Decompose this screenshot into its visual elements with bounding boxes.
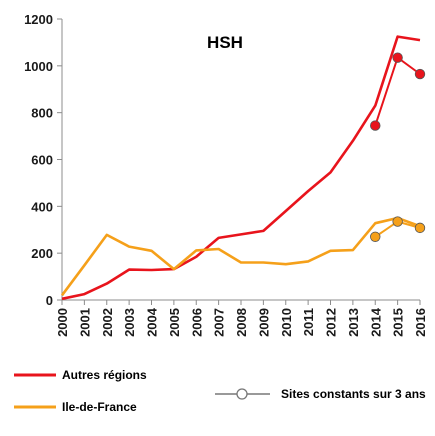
legend-label-ile-de-france: Ile-de-France xyxy=(62,400,137,414)
x-tick-label: 2001 xyxy=(77,308,92,337)
x-tick-label: 2002 xyxy=(100,308,115,337)
x-tick-label: 2000 xyxy=(55,308,70,337)
x-tick-label: 2014 xyxy=(368,307,383,337)
chart-title: HSH xyxy=(207,33,243,52)
legend-label-constant-sites: Sites constants sur 3 ans xyxy=(281,387,426,401)
x-tick-label: 2008 xyxy=(234,308,249,337)
y-tick-label: 800 xyxy=(31,106,53,121)
x-tick-label: 2010 xyxy=(279,308,294,337)
axes: 0 200 400 600 800 1000 1200 2000 2001 2002 2003 200… xyxy=(24,12,428,337)
x-tick-label: 2006 xyxy=(189,308,204,337)
constant-site-markers xyxy=(370,52,426,242)
constant-site-point xyxy=(370,120,381,131)
constant-site-point xyxy=(392,52,403,63)
y-tick-label: 0 xyxy=(46,293,53,308)
y-tick-label: 1200 xyxy=(24,12,53,27)
series-line-0 xyxy=(61,35,421,301)
legend-marker-constant-sites xyxy=(236,388,248,400)
series-lines xyxy=(60,35,421,301)
x-tick-label: 2011 xyxy=(301,308,316,336)
x-tick-label: 2012 xyxy=(324,308,339,337)
x-tick-label: 2007 xyxy=(212,308,227,337)
constant-site-point xyxy=(392,216,403,227)
x-tick-label: 2005 xyxy=(167,308,182,337)
constant-site-point xyxy=(414,68,426,80)
x-tick-label: 2009 xyxy=(256,308,271,337)
x-tick-label: 2013 xyxy=(346,308,361,337)
x-tick-label: 2004 xyxy=(145,307,160,337)
x-tick-label: 2003 xyxy=(122,308,137,337)
legend: Autres régions Ile-de-France Sites const… xyxy=(14,368,426,414)
y-tick-label: 400 xyxy=(31,199,53,214)
y-tick-label: 1000 xyxy=(24,59,53,74)
constant-site-point xyxy=(414,222,426,234)
series-line-1 xyxy=(60,216,421,297)
y-tick-label: 200 xyxy=(31,246,53,261)
x-tick-label: 2015 xyxy=(391,308,406,337)
y-tick-label: 600 xyxy=(31,153,53,168)
x-tick-label: 2016 xyxy=(413,308,428,337)
constant-site-point xyxy=(370,231,381,242)
constant-site-line-0 xyxy=(374,55,421,126)
legend-label-autres-regions: Autres régions xyxy=(62,368,147,382)
